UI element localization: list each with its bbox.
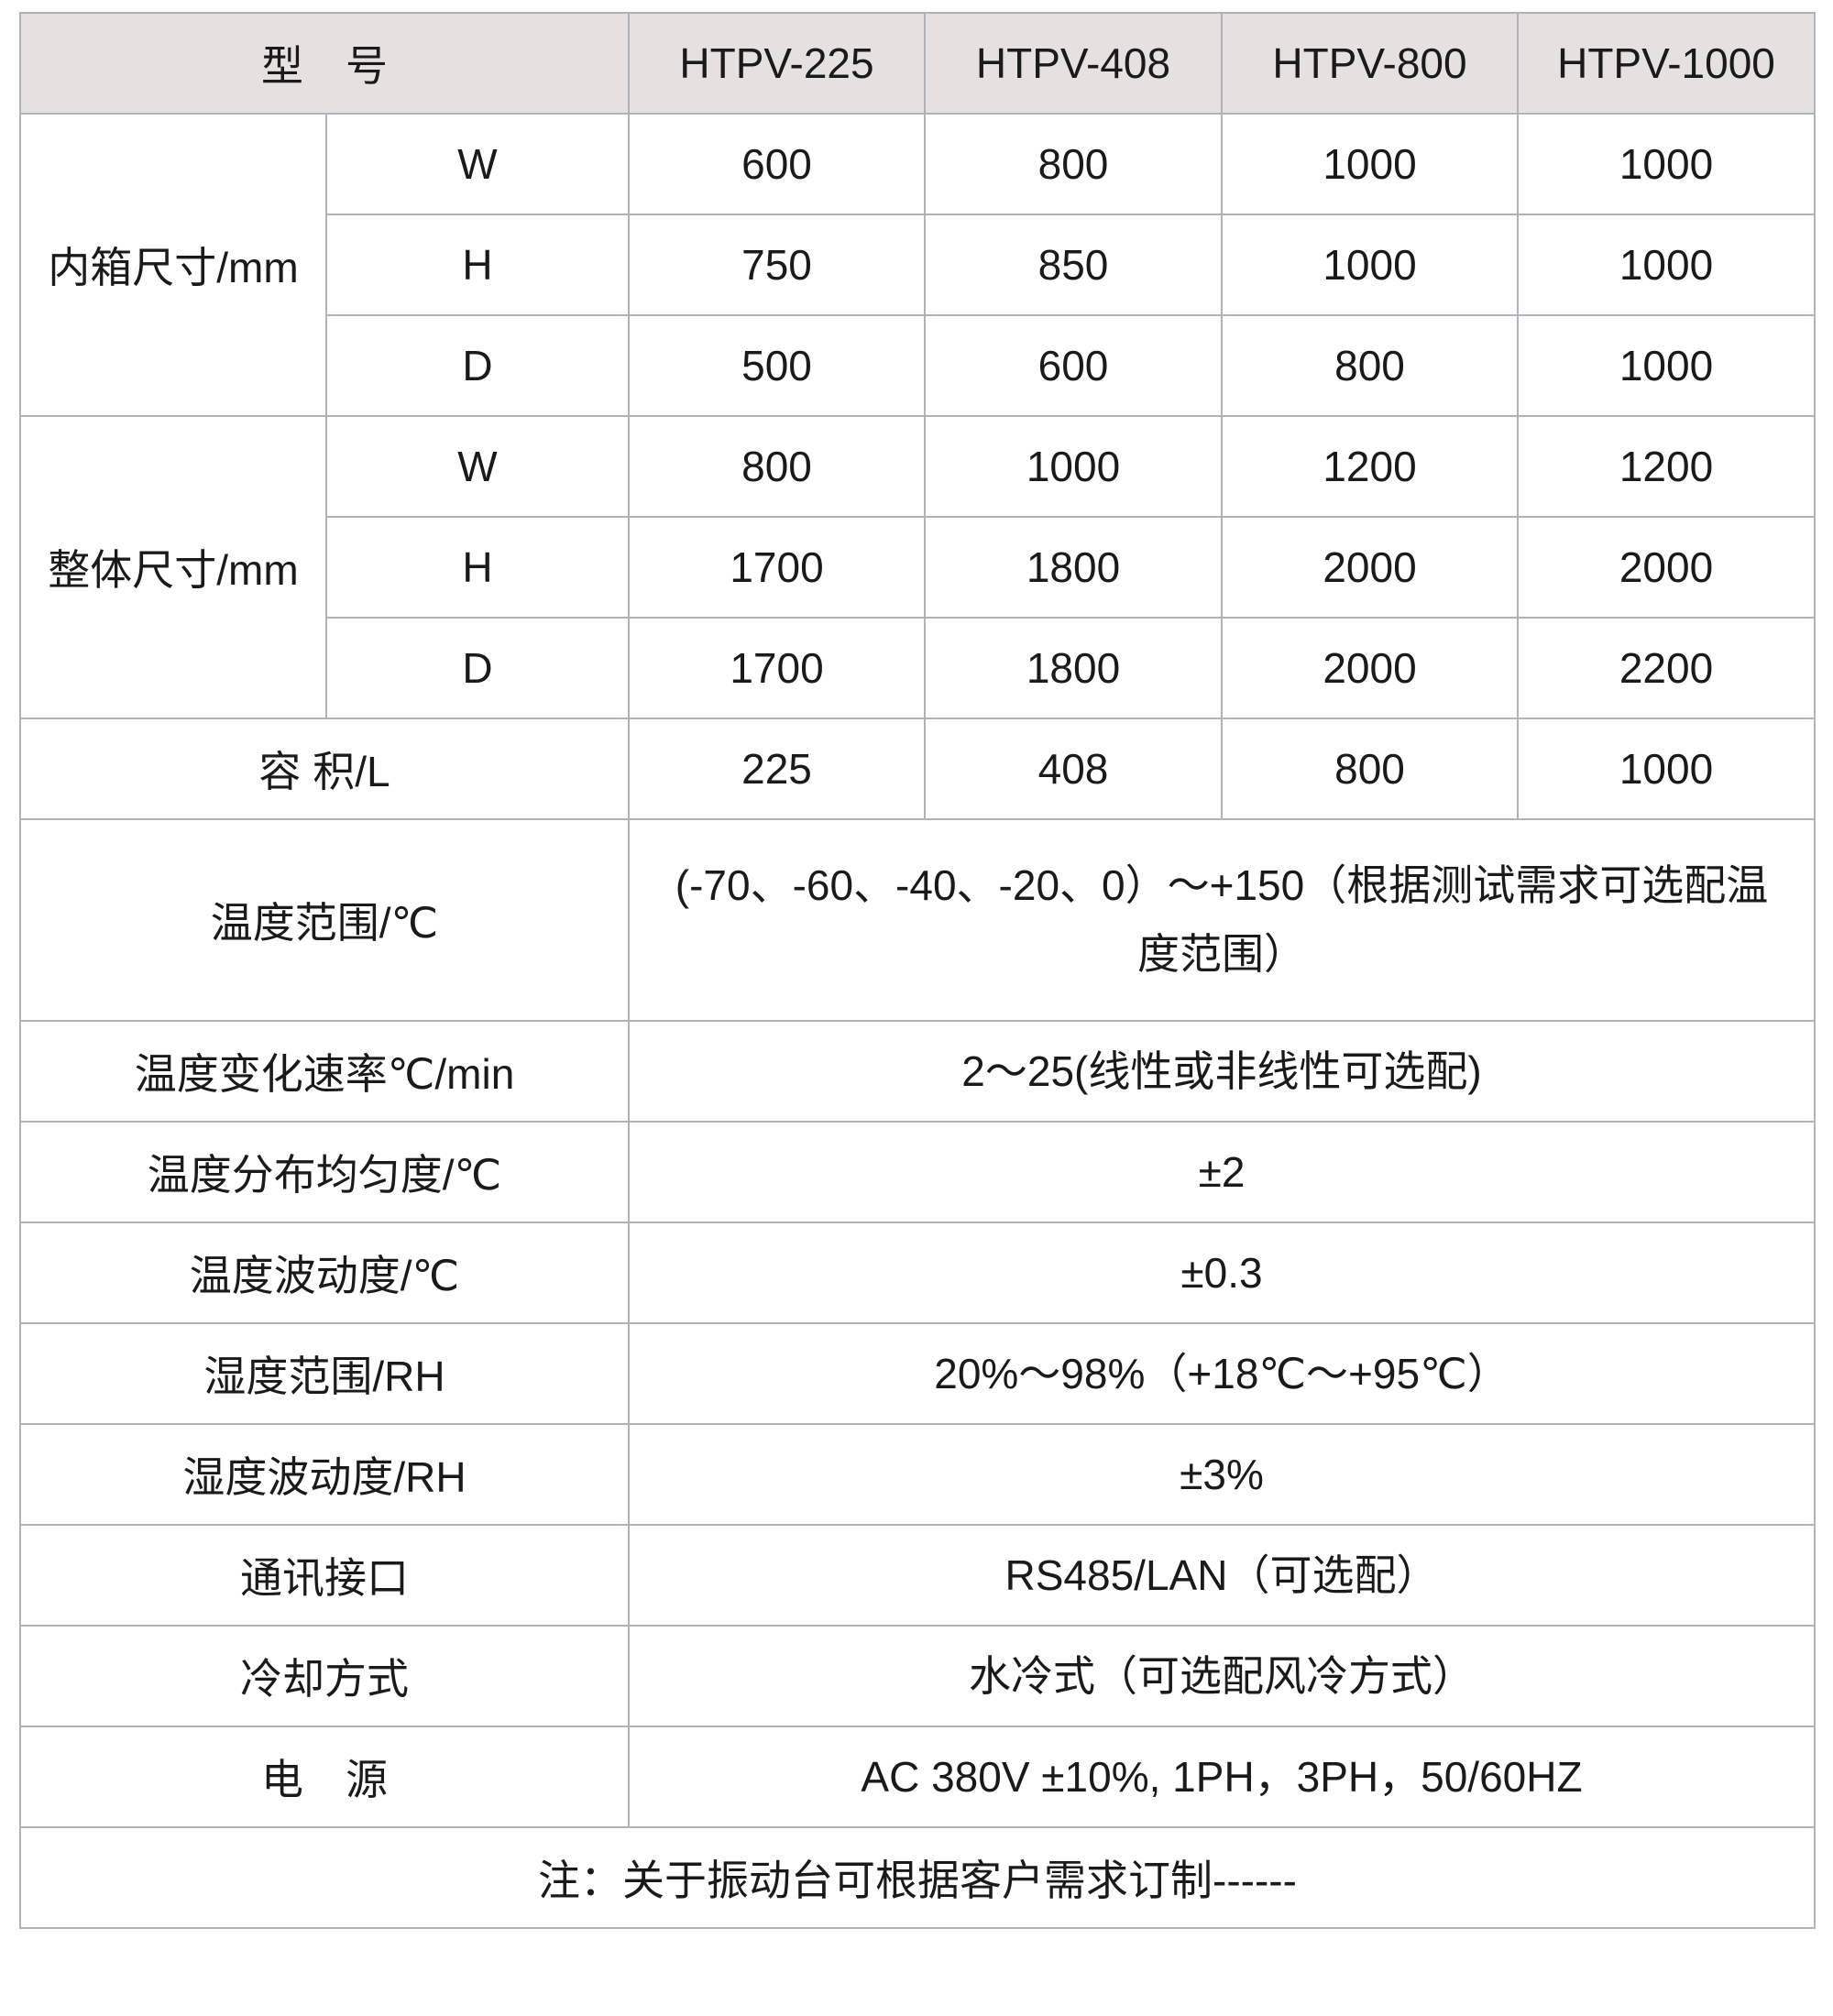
spec-row-cooling: 冷却方式 水冷式（可选配风冷方式） <box>19 1625 1816 1727</box>
overall-size-row-d: D 1700 1800 2000 2200 <box>20 617 1816 719</box>
spec-label: 湿度范围/RH <box>19 1322 630 1425</box>
spec-row-temp-fluctuation: 温度波动度/℃ ±0.3 <box>19 1222 1816 1324</box>
spec-row-power: 电 源 AC 380V ±10%, 1PH，3PH，50/60HZ <box>19 1726 1816 1828</box>
value-cell: 600 <box>628 113 926 215</box>
header-model-1: HTPV-225 <box>628 12 926 115</box>
dim-label: H <box>325 214 630 316</box>
value-cell: 500 <box>628 314 926 417</box>
value-cell: 850 <box>924 214 1223 316</box>
spec-row-temp-rate: 温度变化速率℃/min 2～25(线性或非线性可选配) <box>19 1020 1816 1123</box>
value-cell: 1700 <box>628 516 926 619</box>
dim-label: W <box>325 415 630 518</box>
value-cell: 1200 <box>1221 415 1519 518</box>
spec-row-humidity-fluctuation: 湿度波动度/RH ±3% <box>19 1423 1816 1526</box>
spec-label: 湿度波动度/RH <box>19 1423 630 1526</box>
inner-size-row-w: 内箱尺寸/mm W 600 800 1000 1000 <box>19 113 1816 417</box>
value-cell: 800 <box>628 415 926 518</box>
value-cell: 1000 <box>1517 718 1816 820</box>
header-model-4: HTPV-1000 <box>1517 12 1816 115</box>
inner-size-label: 内箱尺寸/mm <box>19 113 327 417</box>
spec-value: 2～25(线性或非线性可选配) <box>628 1020 1816 1123</box>
spec-label: 温度范围/℃ <box>19 818 630 1022</box>
inner-size-row-h: H 750 850 1000 1000 <box>20 214 1816 316</box>
header-row: 型 号 HTPV-225 HTPV-408 HTPV-800 HTPV-1000 <box>19 12 1816 115</box>
value-cell: 2000 <box>1517 516 1816 619</box>
value-cell: 1000 <box>1517 214 1816 316</box>
value-cell: 2000 <box>1221 617 1519 719</box>
spec-value: 20%～98%（+18℃～+95℃） <box>628 1322 1816 1425</box>
dim-label: W <box>325 113 630 215</box>
value-cell: 408 <box>924 718 1223 820</box>
spec-value: ±2 <box>628 1121 1816 1223</box>
spec-label: 温度分布均匀度/℃ <box>19 1121 630 1223</box>
header-model-label: 型 号 <box>19 12 630 115</box>
spec-value: ±0.3 <box>628 1222 1816 1324</box>
spec-table: 型 号 HTPV-225 HTPV-408 HTPV-800 HTPV-1000… <box>19 12 1816 1929</box>
spec-row-temp-uniformity: 温度分布均匀度/℃ ±2 <box>19 1121 1816 1223</box>
value-cell: 1700 <box>628 617 926 719</box>
volume-row: 容 积/L 225 408 800 1000 <box>19 718 1816 820</box>
spec-label: 电 源 <box>19 1726 630 1828</box>
value-cell: 2200 <box>1517 617 1816 719</box>
value-cell: 225 <box>628 718 926 820</box>
note-text: 注：关于振动台可根据客户需求订制------ <box>19 1826 1816 1929</box>
spec-value: RS485/LAN（可选配） <box>628 1524 1816 1627</box>
dim-label: H <box>325 516 630 619</box>
spec-value: 水冷式（可选配风冷方式） <box>628 1625 1816 1727</box>
header-model-2: HTPV-408 <box>924 12 1223 115</box>
value-cell: 1000 <box>1517 314 1816 417</box>
spec-row-comm-interface: 通讯接口 RS485/LAN（可选配） <box>19 1524 1816 1627</box>
spec-value: AC 380V ±10%, 1PH，3PH，50/60HZ <box>628 1726 1816 1828</box>
value-cell: 1000 <box>1221 113 1519 215</box>
value-cell: 800 <box>1221 718 1519 820</box>
note-row: 注：关于振动台可根据客户需求订制------ <box>19 1826 1816 1929</box>
spec-label: 通讯接口 <box>19 1524 630 1627</box>
spec-row-humidity-range: 湿度范围/RH 20%～98%（+18℃～+95℃） <box>19 1322 1816 1425</box>
value-cell: 1800 <box>924 617 1223 719</box>
spec-row-temp-range: 温度范围/℃ (-70、-60、-40、-20、0）～+150（根据测试需求可选… <box>19 818 1816 1022</box>
value-cell: 1000 <box>1221 214 1519 316</box>
overall-size-row-h: H 1700 1800 2000 2000 <box>20 516 1816 619</box>
spec-value: ±3% <box>628 1423 1816 1526</box>
header-model-3: HTPV-800 <box>1221 12 1519 115</box>
spec-label: 冷却方式 <box>19 1625 630 1727</box>
spec-label: 温度变化速率℃/min <box>19 1020 630 1123</box>
value-cell: 1800 <box>924 516 1223 619</box>
overall-size-row-w: 整体尺寸/mm W 800 1000 1200 1200 <box>19 415 1816 719</box>
value-cell: 1200 <box>1517 415 1816 518</box>
value-cell: 750 <box>628 214 926 316</box>
page: 型 号 HTPV-225 HTPV-408 HTPV-800 HTPV-1000… <box>19 12 1816 1929</box>
spec-label: 温度波动度/℃ <box>19 1222 630 1324</box>
value-cell: 1000 <box>924 415 1223 518</box>
dim-label: D <box>325 314 630 417</box>
value-cell: 800 <box>1221 314 1519 417</box>
value-cell: 1000 <box>1517 113 1816 215</box>
volume-label: 容 积/L <box>19 718 630 820</box>
inner-size-row-d: D 500 600 800 1000 <box>20 314 1816 417</box>
spec-value: (-70、-60、-40、-20、0）～+150（根据测试需求可选配温度范围） <box>628 818 1816 1022</box>
overall-size-label: 整体尺寸/mm <box>19 415 327 719</box>
value-cell: 800 <box>924 113 1223 215</box>
value-cell: 600 <box>924 314 1223 417</box>
value-cell: 2000 <box>1221 516 1519 619</box>
dim-label: D <box>325 617 630 719</box>
